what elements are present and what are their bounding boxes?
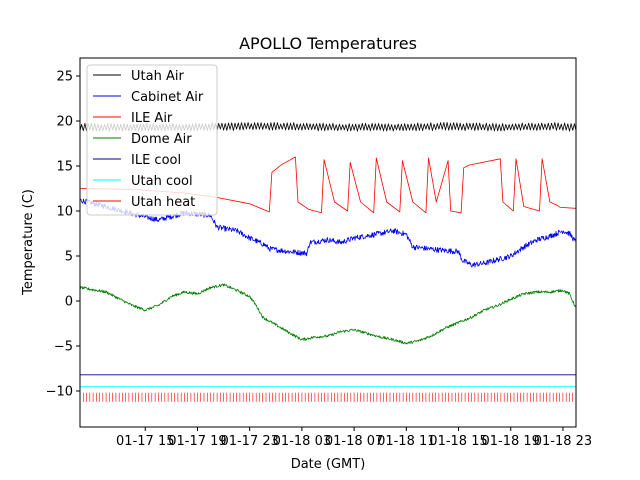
legend-label-ile-air: ILE Air	[131, 111, 173, 126]
y-axis-label: Temperature (C)	[21, 189, 36, 296]
x-tick-label: 01-18 03	[273, 434, 331, 449]
y-tick-label: −10	[46, 385, 73, 400]
y-tick-label: 5	[65, 250, 73, 265]
x-tick-label: 01-18 15	[429, 434, 487, 449]
y-tick-label: 20	[56, 115, 73, 130]
y-tick-label: −5	[54, 340, 73, 355]
x-tick-label: 01-18 07	[325, 434, 383, 449]
plot-frame	[79, 57, 577, 428]
series-utah-heat-line	[80, 392, 576, 402]
legend-label-cabinet-air: Cabinet Air	[131, 90, 204, 105]
plot-area	[79, 57, 577, 428]
legend-label-utah-heat: Utah heat	[131, 195, 195, 210]
y-tick-label: 25	[56, 70, 73, 85]
series-dome-air-line	[80, 283, 576, 345]
y-tick-label: 0	[65, 295, 73, 310]
legend-box	[86, 64, 218, 216]
legend: Utah Air Cabinet Air ILE Air Dome Air ILE co…	[86, 64, 218, 216]
series-cabinet-air-line	[80, 198, 576, 268]
chart-title: APOLLO Temperatures	[239, 34, 417, 53]
x-axis-label: Date (GMT)	[291, 457, 366, 472]
y-tick-label: 15	[56, 160, 73, 175]
x-tick-label: 01-17 15	[116, 434, 174, 449]
x-tick-label: 01-18 11	[377, 434, 435, 449]
x-tick-label: 01-18 19	[482, 434, 540, 449]
x-tick-label: 01-17 19	[168, 434, 226, 449]
x-tick-label: 01-17 23	[220, 434, 278, 449]
x-tick-label: 01-18 23	[534, 434, 592, 449]
series-ile-air-line	[80, 156, 576, 214]
legend-label-dome-air: Dome Air	[131, 132, 192, 147]
legend-label-utah-cool: Utah cool	[131, 174, 193, 189]
series-layer	[80, 122, 576, 402]
legend-label-ile-cool: ILE cool	[131, 153, 181, 168]
y-axis: −10 −5 0 5 10 15 20 25	[46, 70, 80, 400]
legend-label-utah-air: Utah Air	[131, 69, 184, 84]
y-tick-label: 10	[56, 205, 73, 220]
